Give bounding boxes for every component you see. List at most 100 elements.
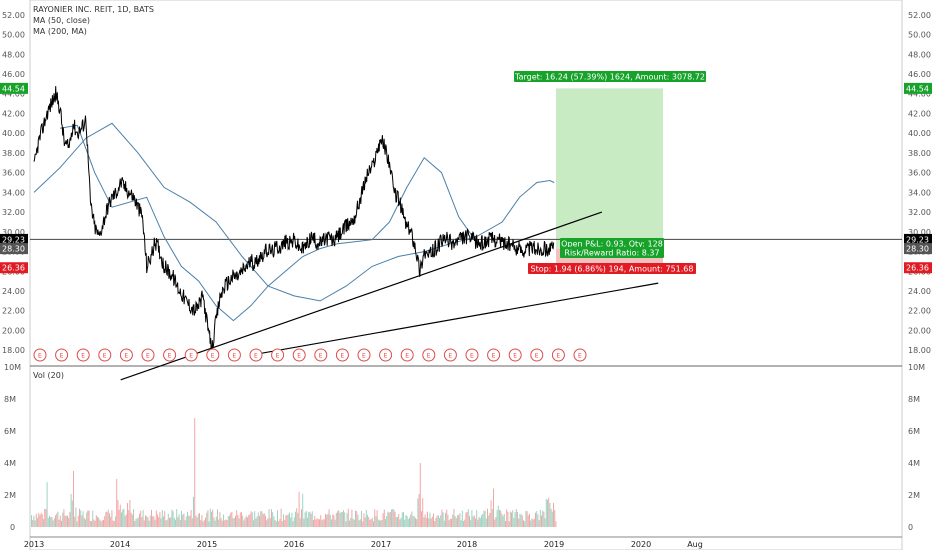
- volume-bar: [520, 514, 522, 527]
- right-price-tick: 44.00: [908, 90, 931, 99]
- right-price-tick: 48.00: [908, 50, 931, 59]
- symbol-title[interactable]: RAYONIER INC. REIT, 1D, BATS: [33, 5, 154, 14]
- target-price-tag: 44.54: [906, 84, 929, 93]
- volume-bar: [269, 518, 271, 527]
- volume-bar: [287, 514, 289, 527]
- volume-bar: [477, 519, 479, 527]
- earnings-marker-label: E: [189, 353, 193, 360]
- volume-bar: [188, 515, 190, 527]
- volume-bar: [525, 510, 527, 527]
- volume-bar: [440, 515, 442, 527]
- volume-bar: [241, 512, 242, 527]
- volume-bar: [187, 511, 188, 527]
- volume-bar: [470, 520, 472, 527]
- volume-bar: [484, 511, 486, 527]
- volume-bar: [56, 513, 58, 527]
- volume-bar: [304, 512, 306, 527]
- volume-bar: [51, 516, 53, 527]
- x-axis-tick: 2015: [197, 540, 217, 549]
- volume-bar: [431, 516, 433, 527]
- volume-bar: [529, 513, 530, 527]
- volume-bar: [547, 499, 548, 527]
- volume-bar: [86, 512, 88, 527]
- volume-bar: [225, 519, 227, 527]
- volume-bar: [242, 515, 244, 527]
- volume-bar: [160, 518, 162, 527]
- earnings-marker: [98, 348, 112, 362]
- volume-bar: [67, 515, 68, 527]
- earnings-marker-label: E: [427, 353, 431, 360]
- volume-bar: [415, 518, 416, 527]
- volume-legend[interactable]: Vol (20): [33, 371, 64, 380]
- volume-bar: [401, 512, 403, 527]
- volume-bar: [446, 509, 448, 527]
- left-price-tick: 18.00: [2, 346, 25, 355]
- volume-bar: [394, 511, 396, 527]
- volume-bar: [501, 513, 503, 527]
- volume-bar: [382, 513, 384, 527]
- volume-bar: [199, 512, 200, 527]
- volume-bar: [155, 510, 157, 527]
- position-labels: Target: 16.24 (57.39%) 1624, Amount: 307…: [514, 71, 706, 274]
- volume-bar: [533, 518, 535, 527]
- volume-bar: [355, 510, 356, 527]
- volume-bar: [344, 512, 346, 527]
- volume-bar: [128, 510, 130, 527]
- volume-bar: [52, 520, 54, 527]
- earnings-marker: [422, 348, 436, 362]
- volume-bar: [124, 515, 126, 527]
- volume-bar: [307, 517, 308, 527]
- volume-bar: [351, 509, 353, 527]
- earnings-marker-label: E: [297, 353, 301, 360]
- volume-bar: [136, 518, 138, 527]
- volume-bar: [49, 515, 50, 527]
- volume-bar: [284, 519, 286, 527]
- left-entry-price-tag-box: [0, 243, 28, 255]
- right-price-tick: 40.00: [908, 129, 931, 138]
- volume-bar: [41, 514, 43, 527]
- volume-bar: [413, 515, 415, 527]
- volume-bar: [183, 513, 185, 527]
- volume-bar: [365, 509, 367, 527]
- earnings-marker: [119, 348, 133, 362]
- left-current-price-tag-box: [0, 233, 28, 245]
- right-price-tick: 50.00: [908, 31, 931, 40]
- ma50-label[interactable]: MA (50, close): [33, 16, 91, 25]
- volume-bar: [87, 510, 89, 527]
- right-volume-tick: 10M: [908, 363, 925, 372]
- volume-bar: [141, 516, 143, 527]
- volume-bar: [94, 520, 96, 527]
- volume-bar: [194, 418, 196, 527]
- volume-bar: [536, 511, 538, 527]
- volume-bar: [196, 517, 198, 527]
- volume-bar: [308, 511, 310, 527]
- earnings-marker-label: E: [556, 353, 560, 360]
- volume-bar: [545, 498, 547, 527]
- x-axis-tick: 2016: [284, 540, 304, 549]
- ma200-label[interactable]: MA (200, MA): [33, 27, 87, 36]
- volume-bar: [543, 511, 545, 527]
- earnings-marker-label: E: [340, 353, 344, 360]
- volume-bar: [325, 513, 326, 527]
- volume-bar: [116, 479, 118, 527]
- volume-bar: [63, 509, 65, 527]
- left-price-tick: 42.00: [2, 109, 25, 118]
- right-price-tick: 22.00: [908, 307, 931, 316]
- volume-bar: [227, 516, 229, 527]
- volume-bar: [345, 521, 347, 527]
- right-volume-tick: 8M: [908, 395, 920, 404]
- left-current-price-tag: 29.23: [2, 235, 25, 244]
- volume-bar: [532, 519, 534, 527]
- volume-bar: [460, 520, 462, 527]
- volume-bar: [245, 515, 247, 527]
- volume-bar: [447, 514, 449, 527]
- earnings-marker: [530, 348, 544, 362]
- volume-bar: [356, 511, 358, 527]
- volume-bar: [123, 508, 125, 527]
- volume-bar: [50, 517, 52, 527]
- volume-bar: [158, 516, 160, 527]
- volume-bar: [165, 520, 167, 527]
- volume-bar: [185, 516, 187, 527]
